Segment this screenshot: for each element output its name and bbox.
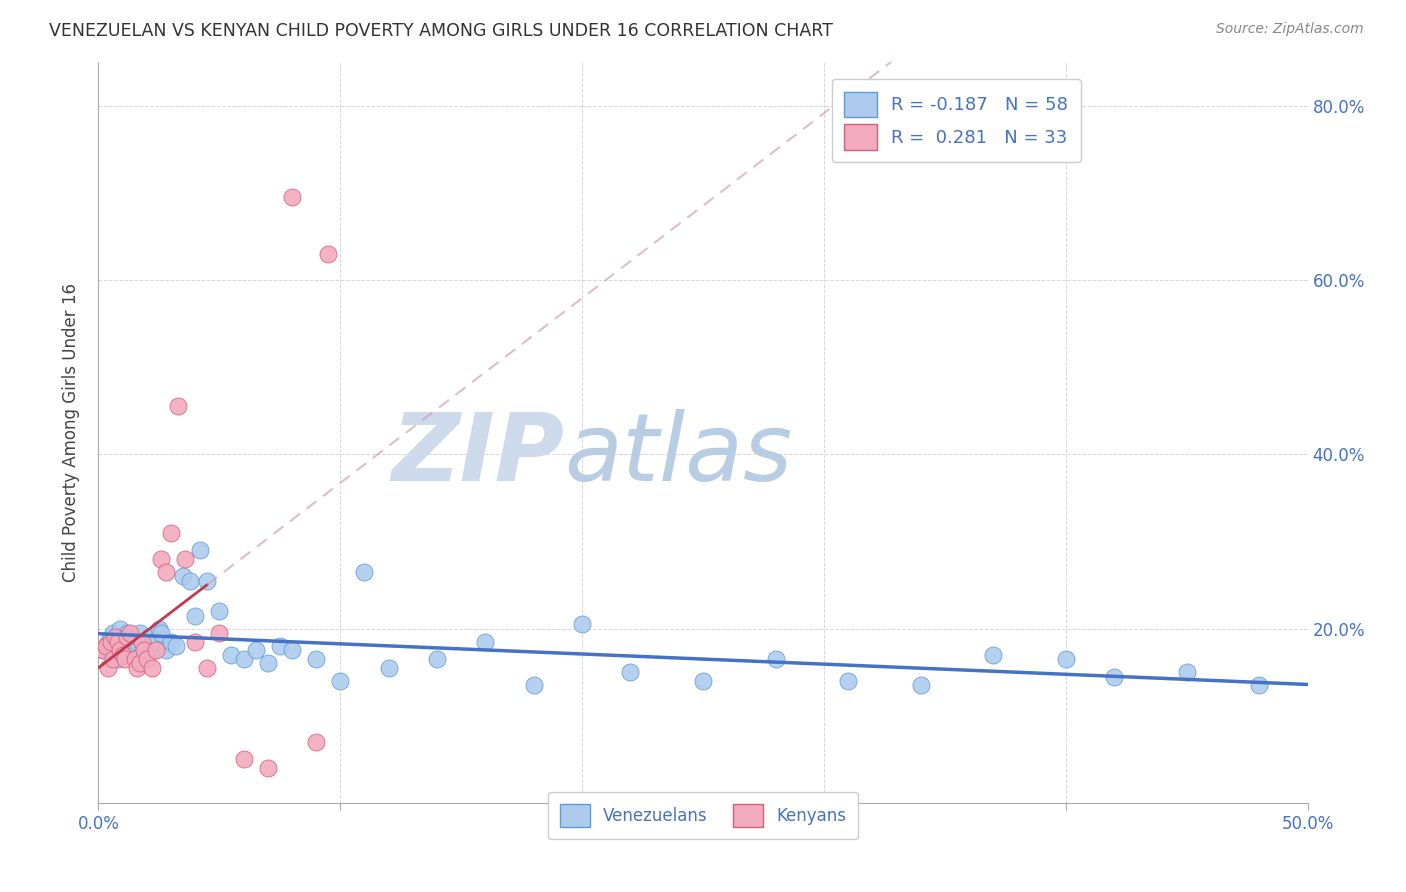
Point	[124, 643, 146, 657]
Point	[131, 634, 153, 648]
Point	[155, 643, 177, 657]
Point	[316, 247, 339, 261]
Point	[107, 634, 129, 648]
Point	[179, 574, 201, 588]
Point	[114, 630, 136, 644]
Text: Source: ZipAtlas.com: Source: ZipAtlas.com	[1216, 22, 1364, 37]
Text: atlas: atlas	[564, 409, 792, 500]
Point	[127, 661, 149, 675]
Point	[108, 622, 131, 636]
Point	[145, 643, 167, 657]
Point	[150, 626, 173, 640]
Point	[256, 657, 278, 671]
Point	[195, 574, 218, 588]
Point	[221, 648, 243, 662]
Point	[188, 543, 211, 558]
Point	[118, 634, 141, 648]
Point	[571, 617, 593, 632]
Text: ZIP: ZIP	[391, 409, 564, 500]
Point	[195, 661, 218, 675]
Point	[107, 652, 129, 666]
Point	[174, 552, 197, 566]
Point	[124, 652, 146, 666]
Point	[426, 652, 449, 666]
Point	[165, 639, 187, 653]
Point	[131, 634, 153, 648]
Point	[135, 639, 157, 653]
Point	[167, 400, 190, 414]
Point	[910, 678, 932, 692]
Point	[208, 626, 231, 640]
Point	[155, 565, 177, 579]
Point	[97, 634, 120, 648]
Point	[245, 643, 267, 657]
Point	[1054, 652, 1077, 666]
Point	[101, 626, 124, 640]
Point	[111, 648, 134, 662]
Point	[127, 634, 149, 648]
Point	[100, 634, 122, 648]
Point	[104, 630, 127, 644]
Point	[160, 634, 183, 648]
Point	[232, 752, 254, 766]
Point	[114, 652, 136, 666]
Legend: Venezuelans, Kenyans: Venezuelans, Kenyans	[548, 792, 858, 838]
Point	[208, 604, 231, 618]
Point	[97, 661, 120, 675]
Point	[135, 652, 157, 666]
Point	[94, 639, 117, 653]
Point	[305, 652, 328, 666]
Point	[141, 634, 163, 648]
Point	[377, 661, 399, 675]
Point	[111, 634, 134, 648]
Point	[329, 673, 352, 688]
Point	[128, 657, 150, 671]
Point	[619, 665, 641, 680]
Point	[128, 626, 150, 640]
Point	[281, 643, 304, 657]
Point	[1102, 669, 1125, 683]
Point	[134, 643, 156, 657]
Point	[1249, 678, 1271, 692]
Point	[148, 622, 170, 636]
Point	[1175, 665, 1198, 680]
Point	[94, 639, 117, 653]
Point	[172, 569, 194, 583]
Point	[117, 626, 139, 640]
Point	[523, 678, 546, 692]
Point	[134, 643, 156, 657]
Point	[150, 552, 173, 566]
Point	[143, 643, 166, 657]
Point	[117, 630, 139, 644]
Text: VENEZUELAN VS KENYAN CHILD POVERTY AMONG GIRLS UNDER 16 CORRELATION CHART: VENEZUELAN VS KENYAN CHILD POVERTY AMONG…	[49, 22, 834, 40]
Point	[108, 643, 131, 657]
Point	[305, 735, 328, 749]
Point	[145, 634, 167, 648]
Point	[256, 761, 278, 775]
Point	[100, 630, 122, 644]
Point	[232, 652, 254, 666]
Point	[474, 634, 496, 648]
Point	[121, 639, 143, 653]
Point	[692, 673, 714, 688]
Point	[184, 634, 207, 648]
Y-axis label: Child Poverty Among Girls Under 16: Child Poverty Among Girls Under 16	[62, 283, 80, 582]
Point	[981, 648, 1004, 662]
Point	[184, 608, 207, 623]
Point	[837, 673, 859, 688]
Point	[269, 639, 291, 653]
Point	[353, 565, 375, 579]
Point	[141, 661, 163, 675]
Point	[138, 630, 160, 644]
Point	[160, 525, 183, 540]
Point	[91, 643, 114, 657]
Point	[281, 190, 304, 204]
Point	[101, 652, 124, 666]
Point	[765, 652, 787, 666]
Point	[118, 626, 141, 640]
Point	[91, 643, 114, 657]
Point	[104, 643, 127, 657]
